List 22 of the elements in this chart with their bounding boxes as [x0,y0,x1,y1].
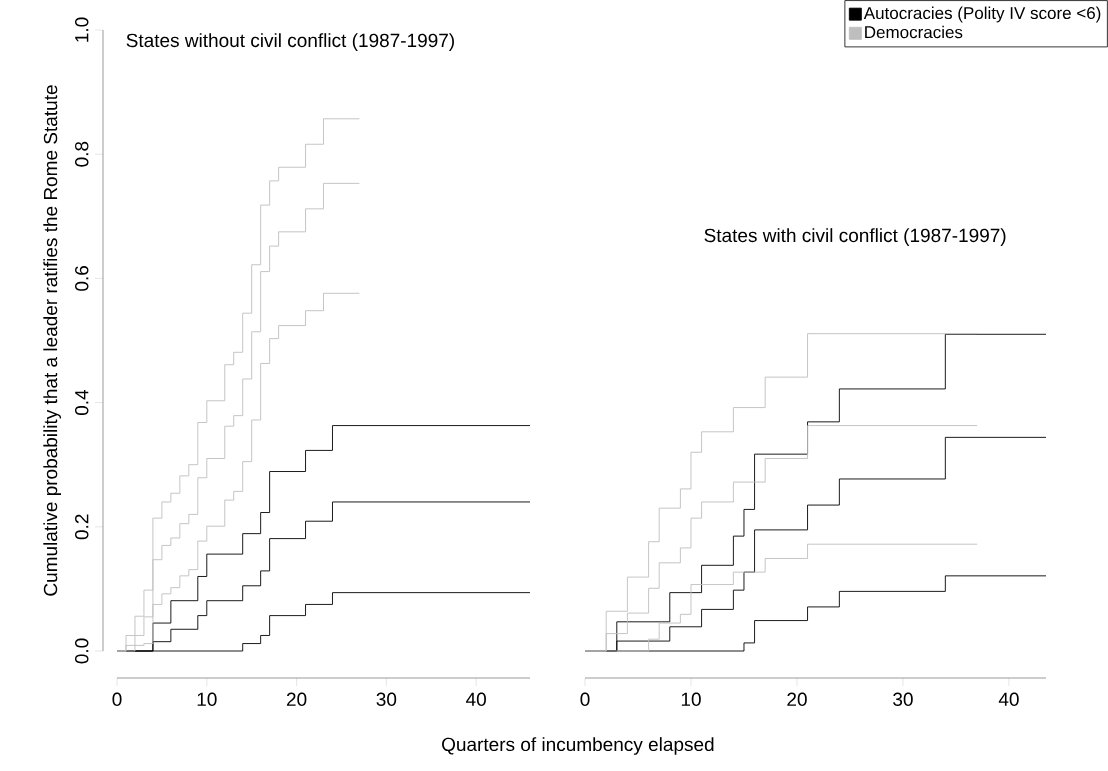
y-axis-title: Cumulative probability that a leader ratifies the Rome Statute [43,85,62,596]
y-tick-label: 0.4 [75,389,89,416]
y-tick-label: 0.6 [75,266,89,291]
y-tick-label: 0.0 [75,638,89,664]
x-tick-label: 40 [466,692,486,706]
x-tick-label: 30 [376,692,397,706]
chart-title: States without civil conflict (1987-1997) [126,33,454,51]
x-tick-label: 20 [286,692,307,706]
text: States with civil conflict (1987-1997) [704,228,1006,246]
legend-label: Autocracies (Polity IV score <6) [863,6,1101,23]
x-tick-label: 0 [112,692,122,706]
y-tick-label: 1.0 [75,17,89,42]
x-tick-label: 0 [580,692,590,706]
legend-label: Democracies [865,25,963,39]
x-tick-label: 10 [197,692,217,706]
y-tick-label: 0.8 [75,141,89,167]
x-tick-label: 30 [893,692,913,706]
x-axis-title: Quarters of incumbency elapsed [442,737,714,755]
x-tick-label: 40 [998,692,1019,706]
x-tick-label: 20 [787,692,807,706]
y-tick-label: 0.2 [75,514,89,540]
x-tick-label: 10 [681,692,701,706]
